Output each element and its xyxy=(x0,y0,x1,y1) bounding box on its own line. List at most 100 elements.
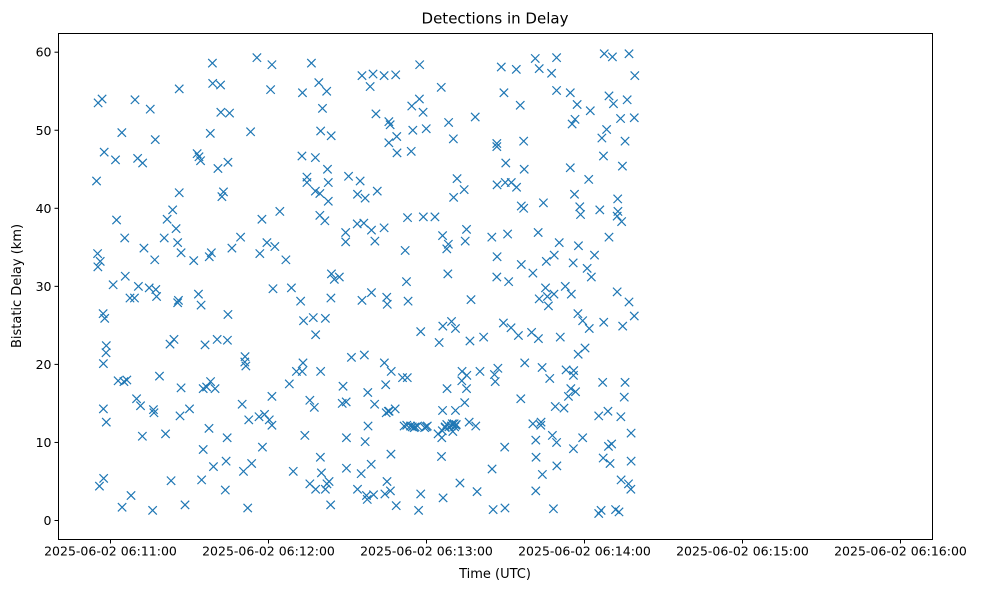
data-point-marker xyxy=(438,321,448,331)
data-point-marker xyxy=(264,415,274,425)
data-point-marker xyxy=(324,476,334,487)
data-point-marker xyxy=(198,444,208,455)
data-point-marker xyxy=(305,395,315,405)
data-point-marker xyxy=(626,456,636,466)
data-point-marker xyxy=(208,78,218,89)
data-point-marker xyxy=(265,85,276,95)
data-point-marker xyxy=(572,99,582,110)
data-point-marker xyxy=(275,206,285,217)
data-point-marker xyxy=(384,138,394,148)
data-point-marker xyxy=(193,289,204,299)
data-point-marker xyxy=(326,500,336,510)
data-point-marker xyxy=(204,423,214,434)
data-point-marker xyxy=(570,114,580,124)
data-point-marker xyxy=(551,85,562,96)
data-point-marker xyxy=(320,313,331,323)
data-point-marker xyxy=(386,366,396,377)
data-point-marker xyxy=(257,214,267,224)
data-point-marker xyxy=(410,422,420,432)
data-point-marker xyxy=(99,147,109,157)
data-point-marker xyxy=(120,233,130,243)
data-point-marker xyxy=(101,417,111,427)
data-point-marker xyxy=(437,230,448,241)
data-point-marker xyxy=(530,53,540,64)
data-point-marker xyxy=(528,268,538,278)
data-point-marker xyxy=(201,382,212,392)
data-point-marker xyxy=(341,433,352,443)
data-point-marker xyxy=(110,155,121,165)
x-tick-label: 2025-06-02 06:11:00 xyxy=(44,544,177,559)
data-point-marker xyxy=(533,334,544,344)
data-point-marker xyxy=(315,188,325,199)
x-tick-label: 2025-06-02 06:12:00 xyxy=(202,544,335,559)
data-point-marker xyxy=(296,296,306,306)
data-point-marker xyxy=(316,468,327,478)
data-point-marker xyxy=(596,505,606,515)
data-point-marker xyxy=(338,381,348,391)
y-tick-label: 20 xyxy=(36,357,52,372)
data-point-marker xyxy=(322,164,333,174)
data-point-marker xyxy=(515,100,525,110)
data-point-marker xyxy=(298,316,309,326)
data-point-marker xyxy=(363,387,373,398)
data-point-marker xyxy=(492,142,502,152)
x-tick-label: 2025-06-02 06:14:00 xyxy=(518,544,651,559)
data-point-marker xyxy=(511,182,522,192)
data-point-marker xyxy=(402,420,412,430)
data-point-marker xyxy=(371,109,381,119)
data-point-marker xyxy=(604,232,614,242)
data-point-marker xyxy=(584,323,594,334)
data-point-marker xyxy=(617,216,627,227)
data-point-marker xyxy=(460,398,470,408)
data-point-marker xyxy=(470,112,480,122)
data-point-marker xyxy=(499,88,509,98)
x-axis-ticks: 2025-06-02 06:11:00 2025-06-02 06:12:00 20… xyxy=(44,539,967,559)
data-point-marker xyxy=(208,462,219,472)
data-point-marker xyxy=(414,94,425,104)
data-point-marker xyxy=(298,358,308,368)
data-point-marker xyxy=(171,223,181,234)
data-point-marker xyxy=(443,239,453,249)
data-point-marker xyxy=(310,186,320,196)
data-point-marker xyxy=(436,451,447,462)
data-point-marker xyxy=(368,69,378,79)
data-point-marker xyxy=(430,212,440,222)
data-point-marker xyxy=(117,502,127,512)
data-point-marker xyxy=(99,473,109,483)
plot-frame xyxy=(58,33,933,540)
data-point-marker xyxy=(317,103,328,114)
data-point-marker xyxy=(492,180,502,190)
data-point-marker xyxy=(97,94,107,104)
data-point-marker xyxy=(173,295,184,306)
data-point-marker xyxy=(169,334,179,345)
data-point-marker xyxy=(617,161,628,171)
data-point-marker xyxy=(492,252,502,262)
data-point-marker xyxy=(624,297,634,307)
data-point-marker xyxy=(630,70,640,81)
data-point-marker xyxy=(622,95,632,105)
data-point-marker xyxy=(309,402,319,412)
data-point-marker xyxy=(243,503,253,513)
data-point-marker xyxy=(397,373,408,383)
data-point-marker xyxy=(575,209,586,220)
data-point-marker xyxy=(176,248,186,258)
data-point-marker xyxy=(442,383,452,394)
data-point-marker xyxy=(443,117,454,128)
y-tick-label: 10 xyxy=(36,435,52,450)
data-point-marker xyxy=(552,461,562,471)
data-point-marker xyxy=(180,500,190,510)
data-point-marker xyxy=(479,332,489,342)
data-point-marker xyxy=(329,274,339,284)
data-point-marker xyxy=(379,358,389,368)
data-point-marker xyxy=(176,383,186,393)
data-point-marker xyxy=(366,287,377,298)
data-point-marker xyxy=(626,484,636,494)
data-point-marker xyxy=(341,237,351,247)
data-point-marker xyxy=(568,258,578,268)
data-point-marker xyxy=(542,291,552,302)
y-axis-label: Bistatic Delay (km) xyxy=(10,224,25,348)
data-point-marker xyxy=(531,486,541,496)
data-point-marker xyxy=(175,411,185,421)
data-point-marker xyxy=(314,78,324,88)
